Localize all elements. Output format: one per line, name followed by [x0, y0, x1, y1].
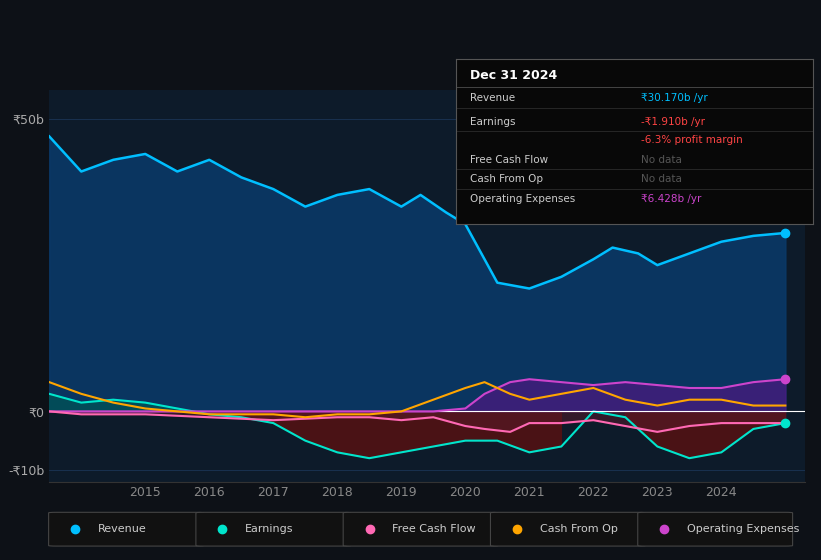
Text: Earnings: Earnings [245, 524, 293, 534]
Text: ₹6.428b /yr: ₹6.428b /yr [641, 194, 702, 204]
Text: Revenue: Revenue [470, 94, 515, 104]
Text: -6.3% profit margin: -6.3% profit margin [641, 135, 743, 145]
Text: Operating Expenses: Operating Expenses [470, 194, 576, 204]
FancyBboxPatch shape [196, 512, 351, 546]
Text: ₹30.170b /yr: ₹30.170b /yr [641, 94, 709, 104]
Text: -₹1.910b /yr: -₹1.910b /yr [641, 116, 705, 127]
FancyBboxPatch shape [490, 512, 645, 546]
Text: Free Cash Flow: Free Cash Flow [470, 155, 548, 165]
FancyBboxPatch shape [343, 512, 498, 546]
Text: Dec 31 2024: Dec 31 2024 [470, 69, 557, 82]
Text: Operating Expenses: Operating Expenses [687, 524, 799, 534]
Text: Revenue: Revenue [98, 524, 146, 534]
Text: Free Cash Flow: Free Cash Flow [392, 524, 476, 534]
FancyBboxPatch shape [638, 512, 792, 546]
Text: Cash From Op: Cash From Op [470, 175, 543, 184]
Text: Cash From Op: Cash From Op [539, 524, 617, 534]
FancyBboxPatch shape [48, 512, 204, 546]
Text: No data: No data [641, 155, 682, 165]
Text: Earnings: Earnings [470, 116, 516, 127]
Text: No data: No data [641, 175, 682, 184]
